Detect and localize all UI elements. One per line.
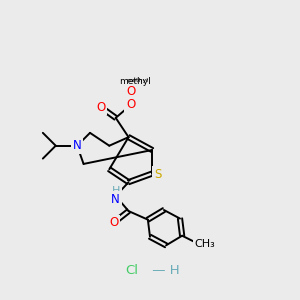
Text: O: O — [96, 100, 105, 114]
Text: methyl: methyl — [126, 78, 148, 83]
Text: — H: — H — [148, 263, 179, 277]
Text: N: N — [111, 193, 120, 206]
Text: O: O — [126, 85, 135, 98]
Text: O: O — [109, 216, 118, 230]
Text: Cl: Cl — [125, 263, 138, 277]
Text: CH₃: CH₃ — [194, 239, 215, 249]
Text: N: N — [73, 139, 82, 152]
Text: methyl: methyl — [119, 77, 151, 86]
Text: H: H — [112, 186, 120, 196]
Text: S: S — [154, 168, 161, 181]
Text: O: O — [126, 98, 135, 112]
